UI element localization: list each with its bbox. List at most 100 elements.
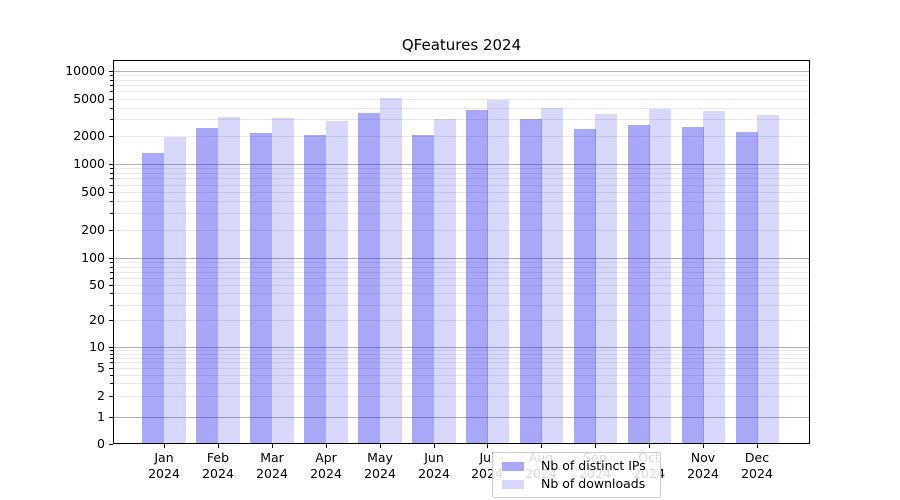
y-minor-tick-mark [110,75,113,76]
x-tick-label-dec: Dec 2024 [725,450,789,482]
gridline-minor [114,354,809,355]
y-minor-tick-mark [110,192,113,193]
gridline-minor [114,262,809,263]
gridline-minor [114,358,809,359]
x-tick-mark [164,444,165,448]
x-tick-month: Dec [744,450,770,465]
bar-distinct-ips-oct [628,125,650,443]
gridline-major [114,258,809,259]
bar-distinct-ips-sep [574,129,596,443]
bar-downloads-jul [487,100,509,443]
y-minor-tick-mark [110,272,113,273]
x-tick-mark [434,444,435,448]
bar-downloads-sep [595,114,617,443]
y-tick-label: 2 [97,388,105,403]
gridline-minor [114,80,809,81]
y-tick-mark [109,417,113,418]
y-tick-mark [109,347,113,348]
y-tick-label: 5 [97,360,105,375]
gridline-minor [114,350,809,351]
y-minor-tick-mark [110,350,113,351]
bar-downloads-oct [649,109,671,443]
x-tick-label-jan: Jan 2024 [132,450,196,482]
gridline-minor [114,201,809,202]
bar-downloads-apr [326,121,348,443]
x-tick-label-nov: Nov 2024 [671,450,735,482]
x-tick-month: Nov [690,450,716,465]
y-tick-mark [109,444,113,445]
legend: Nb of distinct IPs Nb of downloads [492,452,661,498]
gridline-major [114,417,809,418]
gridline-major [114,71,809,72]
gridline-minor [114,91,809,92]
x-tick-label-jun: Jun 2024 [402,450,466,482]
y-minor-tick-mark [110,168,113,169]
plot-area: Nb of distinct IPs Nb of downloads [113,60,810,498]
gridline-minor [114,362,809,363]
y-tick-label: 20 [89,312,105,327]
legend-label-distinct-ips: Nb of distinct IPs [541,458,646,473]
y-tick-label: 1000 [73,156,105,171]
gridline-minor [114,396,809,397]
x-tick-mark [757,444,758,448]
gridline-minor [114,173,809,174]
y-minor-tick-mark [110,108,113,109]
y-tick-mark [109,164,113,165]
x-tick-month: Jan [154,450,174,465]
bar-distinct-ips-may [358,113,380,443]
y-minor-tick-mark [110,201,113,202]
y-minor-tick-mark [110,119,113,120]
gridline-minor [114,168,809,169]
y-minor-tick-mark [110,305,113,306]
bar-downloads-nov [703,111,725,443]
x-tick-month: Apr [315,450,337,465]
x-tick-label-mar: Mar 2024 [240,450,304,482]
x-tick-label-apr: Apr 2024 [294,450,358,482]
bar-downloads-jun [434,119,456,443]
x-tick-year: 2024 [310,466,342,481]
y-tick-mark [109,258,113,259]
x-tick-label-feb: Feb 2024 [186,450,250,482]
bar-distinct-ips-jul [466,110,488,443]
x-tick-month: Jun [424,450,444,465]
y-minor-tick-mark [110,80,113,81]
x-tick-mark [487,444,488,448]
y-tick-label: 200 [81,222,105,237]
gridline-minor [114,375,809,376]
gridline-minor [114,99,809,100]
x-tick-mark [541,444,542,448]
gridline-major [114,347,809,348]
gridline-minor [114,368,809,369]
gridline-minor [114,192,809,193]
gridline-minor [114,136,809,137]
bar-downloads-aug [541,108,563,443]
bar-distinct-ips-apr [304,135,326,443]
gridline-minor [114,75,809,76]
legend-label-downloads: Nb of downloads [541,476,646,491]
x-tick-month: Feb [206,450,230,465]
bar-downloads-jan [164,137,186,443]
y-minor-tick-mark [110,396,113,397]
gridline-minor [114,119,809,120]
x-tick-year: 2024 [256,466,288,481]
y-minor-tick-mark [110,375,113,376]
x-tick-mark [326,444,327,448]
bar-downloads-mar [272,118,294,443]
bar-distinct-ips-dec [736,132,758,443]
x-tick-month: Mar [260,450,284,465]
gridline-minor [114,272,809,273]
bar-distinct-ips-aug [520,119,542,443]
y-tick-label: 5000 [73,91,105,106]
y-minor-tick-mark [110,368,113,369]
bar-distinct-ips-jan [142,153,164,443]
x-tick-year: 2024 [148,466,180,481]
y-minor-tick-mark [110,267,113,268]
gridline-minor [114,178,809,179]
y-minor-tick-mark [110,213,113,214]
legend-item-downloads: Nb of downloads [499,476,654,492]
y-minor-tick-mark [110,320,113,321]
x-tick-month: Jul [479,450,495,465]
x-tick-month: May [367,450,393,465]
legend-swatch-distinct-ips [502,461,524,471]
